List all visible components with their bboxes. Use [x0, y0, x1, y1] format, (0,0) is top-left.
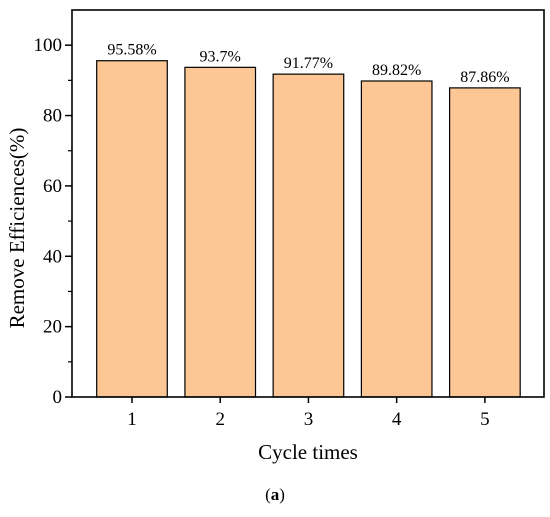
x-tick-label-1: 1 — [127, 409, 137, 430]
bar-1 — [96, 60, 168, 398]
bar-5 — [449, 87, 521, 398]
panel-label-letter: a — [271, 485, 280, 504]
plot-frame — [71, 9, 545, 398]
data-label-5: 87.86% — [460, 69, 509, 86]
data-label-2: 93.7% — [200, 48, 241, 65]
y-tick-label-40: 40 — [43, 246, 62, 267]
x-tick-label-4: 4 — [392, 409, 402, 430]
y-tick-label-20: 20 — [43, 317, 62, 338]
data-label-3: 91.77% — [284, 55, 333, 72]
panel-label: (a) — [265, 485, 285, 504]
data-labels-layer: 95.58% 93.7% 91.77% 89.82% 87.86% — [107, 42, 509, 86]
x-tick-label-3: 3 — [304, 409, 314, 430]
y-tick-label-0: 0 — [53, 387, 63, 408]
x-tick-label-5: 5 — [480, 409, 490, 430]
axes-layer: 1 2 3 4 5 0 20 40 60 80 100 — [34, 9, 545, 430]
y-tick-label-80: 80 — [43, 106, 62, 127]
x-axis-title: Cycle times — [258, 440, 358, 464]
panel-label-close: ) — [279, 485, 285, 504]
panel-label-open: ( — [265, 485, 271, 504]
x-tick-label-2: 2 — [215, 409, 225, 430]
bar-4 — [360, 80, 433, 398]
y-tick-label-100: 100 — [34, 35, 63, 56]
y-axis-title: Remove Efficiences(%) — [5, 128, 29, 329]
bar-2 — [184, 66, 257, 398]
y-tick-label-60: 60 — [43, 176, 62, 197]
data-label-4: 89.82% — [372, 62, 421, 79]
bars-layer — [96, 60, 521, 398]
bar-3 — [272, 73, 345, 398]
data-label-1: 95.58% — [107, 42, 156, 59]
